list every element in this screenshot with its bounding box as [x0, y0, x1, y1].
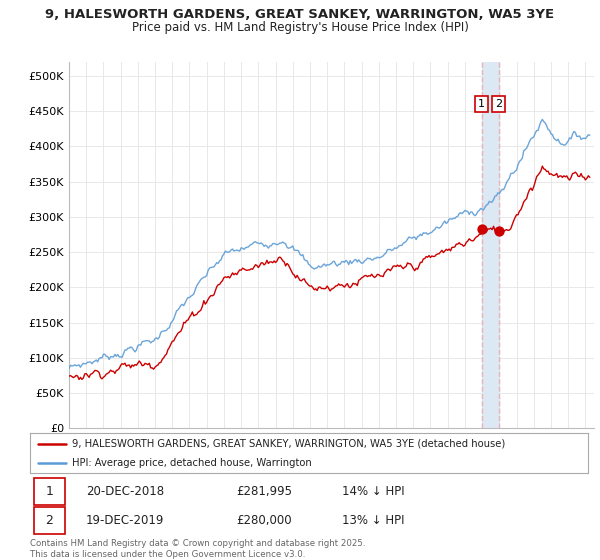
Text: 19-DEC-2019: 19-DEC-2019 [86, 514, 164, 527]
Text: 2: 2 [495, 99, 502, 109]
Point [494, 226, 503, 235]
Text: £280,000: £280,000 [236, 514, 292, 527]
Bar [482, 62, 499, 428]
Text: Price paid vs. HM Land Registry's House Price Index (HPI): Price paid vs. HM Land Registry's House … [131, 21, 469, 34]
Text: 14% ↓ HPI: 14% ↓ HPI [343, 485, 405, 498]
Text: 9, HALESWORTH GARDENS, GREAT SANKEY, WARRINGTON, WA5 3YE: 9, HALESWORTH GARDENS, GREAT SANKEY, WAR… [46, 8, 554, 21]
Text: HPI: Average price, detached house, Warrington: HPI: Average price, detached house, Warr… [72, 458, 311, 468]
Text: 20-DEC-2018: 20-DEC-2018 [86, 485, 164, 498]
Text: Contains HM Land Registry data © Crown copyright and database right 2025.
This d: Contains HM Land Registry data © Crown c… [30, 539, 365, 559]
FancyBboxPatch shape [34, 507, 65, 534]
Text: 1: 1 [46, 485, 53, 498]
Text: £281,995: £281,995 [236, 485, 292, 498]
Point [477, 225, 487, 234]
Text: 9, HALESWORTH GARDENS, GREAT SANKEY, WARRINGTON, WA5 3YE (detached house): 9, HALESWORTH GARDENS, GREAT SANKEY, WAR… [72, 439, 505, 449]
Text: 2: 2 [46, 514, 53, 527]
Text: 13% ↓ HPI: 13% ↓ HPI [343, 514, 405, 527]
Text: 1: 1 [478, 99, 485, 109]
FancyBboxPatch shape [34, 478, 65, 505]
